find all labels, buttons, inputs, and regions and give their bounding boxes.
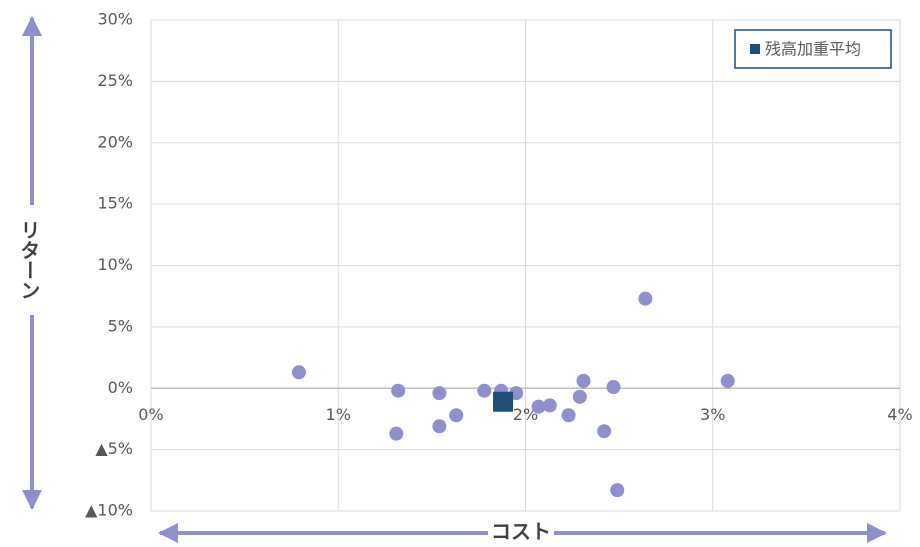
x-tick-label: 0%: [138, 405, 163, 424]
marker-point: [449, 408, 464, 423]
x-tick-label: 4%: [887, 405, 912, 424]
y-tick-label: ▲10%: [85, 501, 133, 520]
x-tick-label: 2%: [513, 405, 538, 424]
marker-point: [291, 365, 306, 380]
y-tick-label: 5%: [108, 316, 133, 335]
marker-point: [576, 373, 591, 388]
marker-point: [531, 399, 546, 414]
y-axis-title: リターン: [17, 220, 41, 300]
x-title-bg: [488, 520, 554, 546]
marker-point: [432, 419, 447, 434]
y-tick-label: 25%: [97, 71, 133, 90]
y-tick-label: 20%: [97, 132, 133, 151]
marker-point: [561, 408, 576, 423]
x-axis-title: コスト: [491, 520, 551, 544]
marker-point: [606, 380, 621, 395]
legend-swatch: [750, 44, 760, 54]
x-tick-label: 1%: [326, 405, 351, 424]
marker-point: [542, 398, 557, 413]
y-title-bg: [14, 205, 50, 315]
y-tick-label: 15%: [97, 194, 133, 213]
y-tick-label: 0%: [108, 378, 133, 397]
marker-point: [597, 424, 612, 439]
marker-point: [720, 373, 735, 388]
legend-box: [734, 29, 892, 69]
marker-point: [572, 389, 587, 404]
marker-point: [638, 291, 653, 306]
legend-label: 残高加重平均: [765, 40, 861, 59]
marker-point: [477, 383, 492, 398]
y-tick-label: 10%: [97, 255, 133, 274]
marker-point: [610, 483, 625, 498]
x-tick-label: 3%: [700, 405, 725, 424]
y-tick-label: 30%: [97, 10, 133, 29]
marker-point: [391, 383, 406, 398]
marker-point: [389, 426, 404, 441]
marker-square: [493, 391, 514, 412]
marker-point: [432, 386, 447, 401]
y-tick-label: ▲5%: [95, 439, 133, 458]
